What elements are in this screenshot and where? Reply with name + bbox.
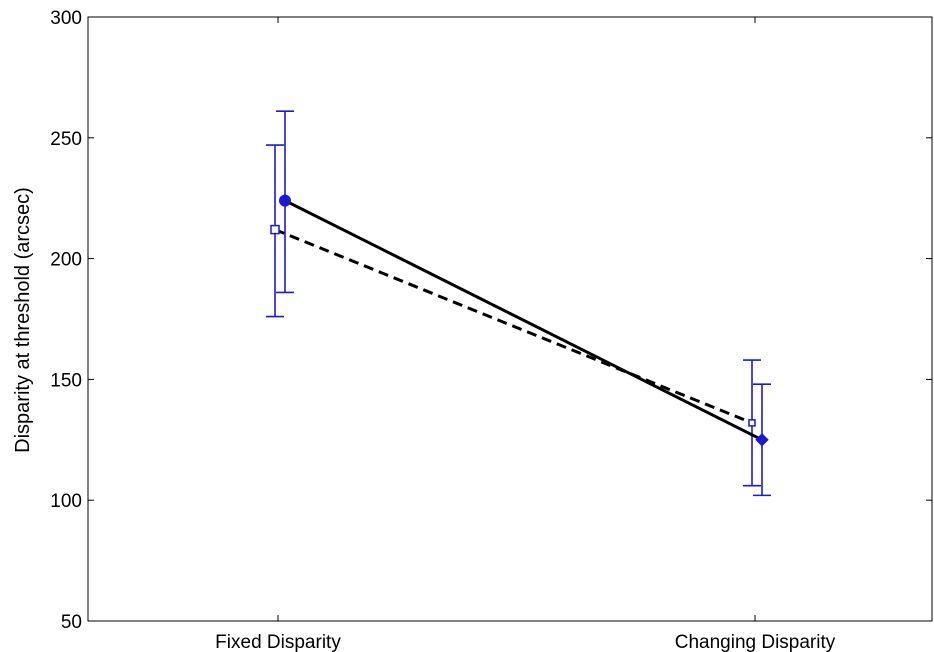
y-axis-title: Disparity at threshold (arcsec) bbox=[12, 187, 34, 453]
error-bars bbox=[266, 110, 771, 497]
series-lines bbox=[274, 199, 763, 442]
y-tick-label: 50 bbox=[61, 612, 82, 633]
plot-area-frame bbox=[87, 16, 933, 622]
data-point-circle bbox=[279, 194, 291, 207]
data-point-square bbox=[270, 224, 280, 235]
axes: 50 100 150 200 250 300 Fixed Disparity Changing… bbox=[50, 8, 933, 652]
y-tick-label: 150 bbox=[50, 370, 82, 391]
series-markers bbox=[270, 194, 769, 447]
data-point-square bbox=[748, 419, 756, 427]
y-tick-label: 200 bbox=[50, 250, 82, 271]
solid-series-line bbox=[284, 199, 763, 442]
data-point-diamond bbox=[755, 433, 769, 447]
y-tick-label: 250 bbox=[50, 129, 82, 150]
x-tick-label: Changing Disparity bbox=[675, 632, 836, 652]
y-tick-label: 100 bbox=[50, 491, 82, 512]
x-tick-label: Fixed Disparity bbox=[215, 632, 341, 652]
dashed-series-line bbox=[274, 228, 753, 425]
y-tick-label: 300 bbox=[50, 8, 82, 29]
